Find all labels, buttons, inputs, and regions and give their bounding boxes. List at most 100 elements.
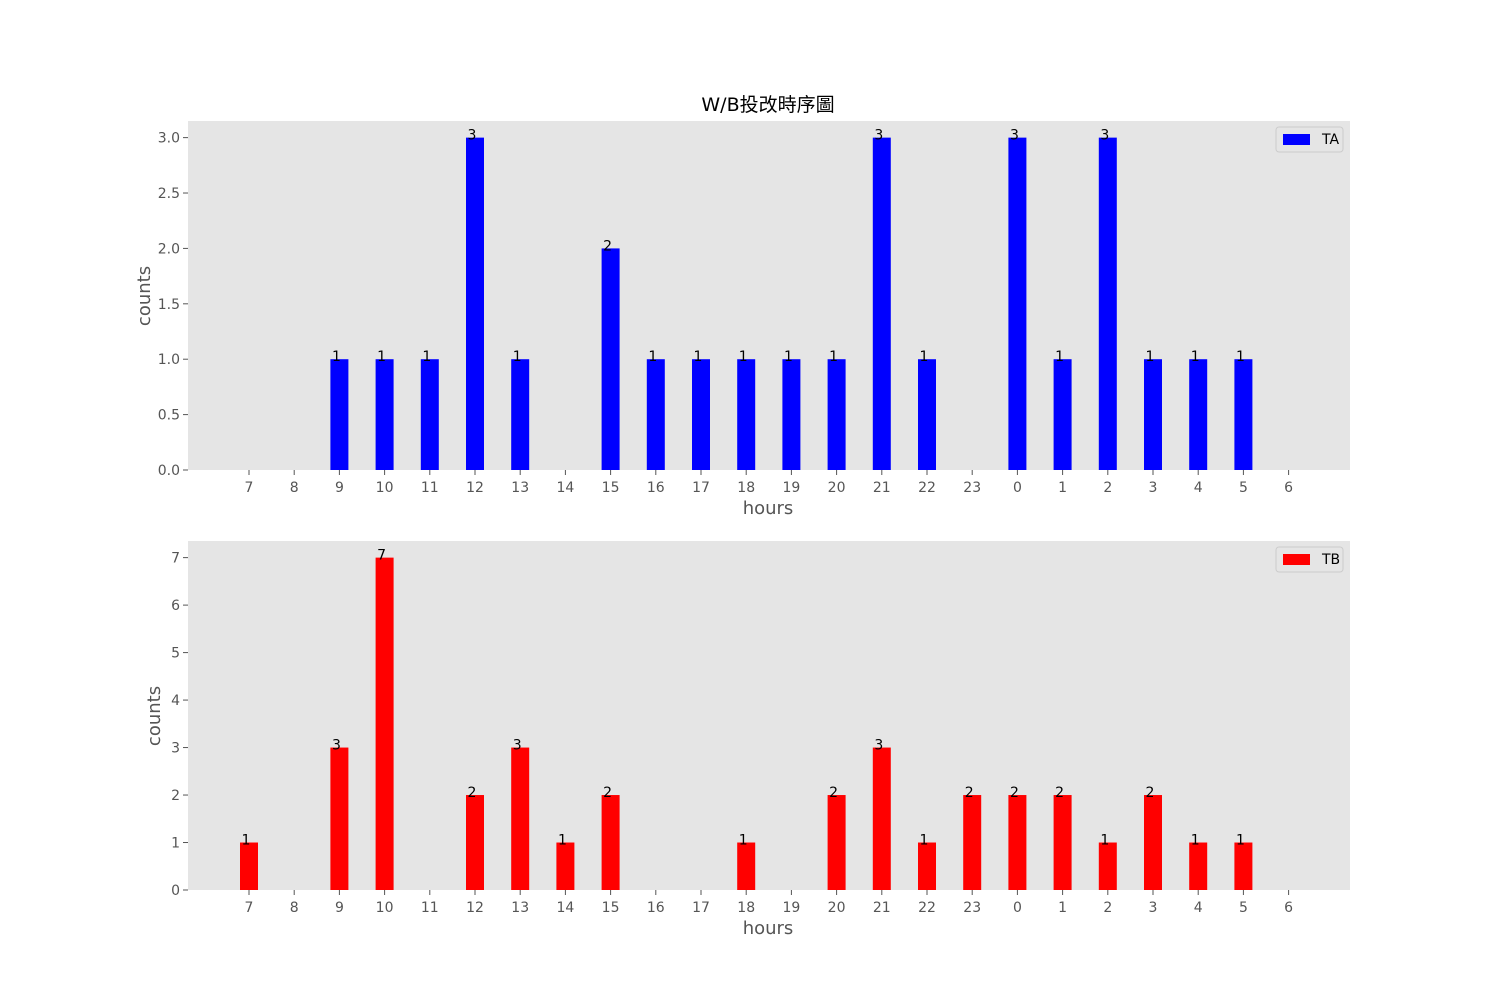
x-tick-label: 22	[918, 480, 936, 496]
bar-ta-15	[601, 248, 620, 470]
bar-value-label: 1	[1236, 833, 1245, 849]
plot-area	[188, 541, 1350, 890]
bar-value-label: 1	[1100, 833, 1109, 849]
y-tick-label: 4	[171, 693, 180, 709]
bar-ta-4	[1189, 359, 1208, 470]
bar-tb-3	[1144, 795, 1162, 890]
bar-value-label: 1	[1191, 833, 1200, 849]
bar-value-label: 2	[603, 785, 612, 801]
bar-value-label: 1	[694, 349, 703, 365]
bar-value-label: 1	[332, 349, 341, 365]
bar-value-label: 3	[874, 128, 883, 144]
x-tick-label: 11	[421, 900, 439, 916]
x-tick-label: 12	[466, 900, 484, 916]
bar-value-label: 1	[920, 833, 929, 849]
bar-ta-13	[511, 359, 530, 470]
x-axis-label: hours	[743, 918, 794, 939]
bar-tb-1	[1053, 795, 1072, 890]
bar-ta-21	[872, 137, 891, 470]
bar-value-label: 1	[377, 349, 386, 365]
y-axis-label: counts	[144, 686, 165, 746]
bar-tb-0	[1008, 795, 1027, 890]
x-tick-label: 21	[873, 900, 891, 916]
chart-title: W/B投改時序圖	[701, 94, 834, 116]
bar-value-label: 2	[1146, 785, 1155, 801]
y-tick-label: 0.0	[158, 463, 180, 479]
bar-ta-19	[782, 359, 801, 470]
bar-tb-4	[1189, 842, 1208, 890]
bar-value-label: 1	[739, 349, 748, 365]
x-tick-label: 20	[828, 900, 846, 916]
x-tick-label: 10	[376, 480, 394, 496]
x-axis-label: hours	[743, 498, 794, 519]
x-tick-label: 23	[963, 900, 981, 916]
bar-ta-16	[646, 359, 665, 470]
bar-value-label: 3	[332, 738, 341, 754]
legend-swatch-ta	[1283, 134, 1310, 145]
x-tick-label: 7	[245, 900, 254, 916]
bar-tb-2	[1098, 842, 1117, 890]
legend-label-tb: TB	[1321, 552, 1340, 568]
y-ticks: 0.0 0.5 1.0 1.5 2.0 2.5 3.0	[158, 131, 188, 479]
x-ticks: 7 8 9 10 11 12 13 14 15 16 17 18 19 20 21 22 23 0 1 2 3 4 5 6	[245, 470, 1293, 496]
x-tick-label: 17	[692, 900, 710, 916]
bar-ta-20	[827, 359, 846, 470]
x-tick-label: 5	[1239, 480, 1248, 496]
x-tick-label: 23	[963, 480, 981, 496]
legend: TB	[1275, 546, 1344, 573]
bar-ta-11	[420, 359, 439, 470]
bar-ta-0	[1008, 137, 1027, 470]
bar-tb-7	[240, 842, 258, 890]
legend: TA	[1275, 126, 1344, 153]
bar-value-label: 2	[1010, 785, 1019, 801]
bar-value-label: 3	[1010, 128, 1019, 144]
bar-tb-22	[918, 842, 936, 890]
y-axis-label: counts	[134, 266, 155, 326]
bar-value-label: 3	[468, 128, 477, 144]
y-tick-label: 1.5	[158, 297, 180, 313]
x-tick-label: 9	[335, 900, 344, 916]
bar-value-label: 1	[784, 349, 793, 365]
x-tick-label: 8	[290, 900, 299, 916]
x-tick-label: 1	[1058, 480, 1067, 496]
bar-tb-20	[827, 795, 846, 890]
bar-ta-18	[737, 359, 756, 470]
x-tick-label: 14	[556, 480, 574, 496]
bars	[330, 137, 1253, 470]
bar-value-label: 1	[558, 833, 567, 849]
bar-value-label: 1	[648, 349, 657, 365]
bar-tb-15	[601, 795, 620, 890]
x-tick-label: 15	[602, 480, 620, 496]
plot-area	[188, 121, 1350, 470]
x-tick-label: 0	[1013, 900, 1022, 916]
bar-value-label: 1	[242, 833, 251, 849]
bar-value-label: 3	[513, 738, 522, 754]
x-tick-label: 7	[245, 480, 254, 496]
bar-tb-12	[466, 795, 484, 890]
bar-tb-9	[330, 747, 349, 890]
bar-labels: 1 3 7 2 3 1 2 1 2 3 1 2 2 2 1 2 1 1	[242, 548, 1245, 849]
y-tick-label: 2	[171, 788, 180, 804]
x-tick-label: 9	[335, 480, 344, 496]
bar-tb-5	[1234, 842, 1253, 890]
y-tick-label: 0.5	[158, 408, 180, 424]
bar-ta-9	[330, 359, 349, 470]
bar-tb-14	[556, 842, 575, 890]
bar-value-label: 2	[603, 238, 612, 254]
x-tick-label: 11	[421, 480, 439, 496]
x-tick-label: 4	[1194, 480, 1203, 496]
x-tick-label: 21	[873, 480, 891, 496]
bar-ta-22	[918, 359, 936, 470]
bar-ta-10	[375, 359, 394, 470]
x-tick-label: 14	[556, 900, 574, 916]
x-tick-label: 19	[782, 900, 800, 916]
x-tick-label: 6	[1284, 900, 1293, 916]
bar-ta-3	[1144, 359, 1162, 470]
y-tick-label: 3	[171, 741, 180, 757]
x-tick-label: 1	[1058, 900, 1067, 916]
bar-value-label: 1	[1191, 349, 1200, 365]
bar-value-label: 2	[829, 785, 838, 801]
x-tick-label: 15	[602, 900, 620, 916]
